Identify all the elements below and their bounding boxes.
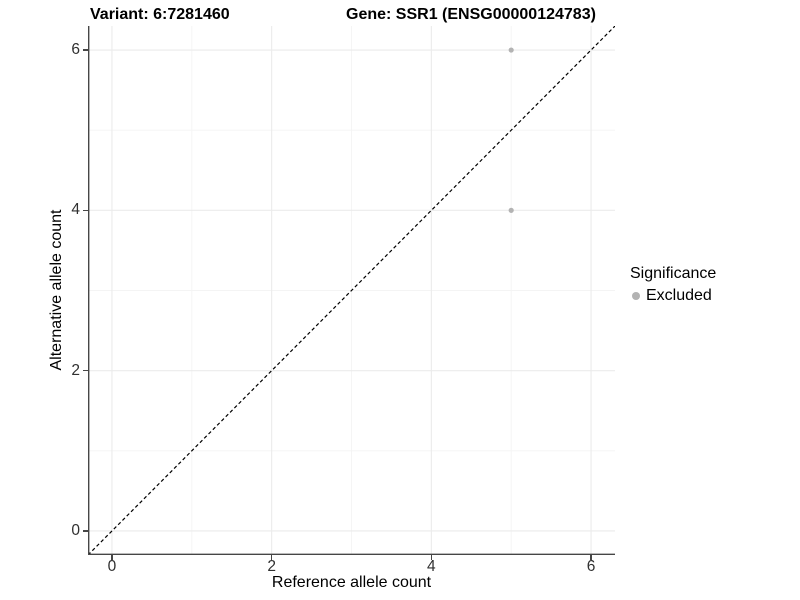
x-axis-title: Reference allele count (271, 574, 432, 591)
legend-entry: Excluded (630, 286, 716, 305)
x-tick-label: 4 (427, 558, 436, 575)
legend-entry-label: Excluded (646, 287, 712, 304)
x-tick-label: 0 (107, 558, 117, 575)
gene-title: Gene: SSR1 (ENSG00000124783) (346, 6, 596, 23)
y-axis-title: Alternative allele count (48, 209, 65, 371)
plot-panel (88, 26, 615, 555)
y-tick-mark (83, 49, 88, 51)
x-tick-label: 6 (586, 558, 596, 575)
x-tick-label: 2 (267, 558, 276, 575)
x-tick-mark (111, 555, 113, 560)
y-tick-mark (83, 530, 88, 532)
y-tick-label: 0 (71, 521, 80, 539)
variant-title: Variant: 6:7281460 (90, 6, 230, 23)
x-tick-mark (430, 555, 432, 560)
legend-title: Significance (630, 265, 717, 282)
identity-line (88, 26, 615, 555)
y-tick-mark (83, 370, 88, 372)
data-point (508, 47, 514, 53)
y-tick-label: 2 (71, 361, 80, 379)
legend-dot-icon (632, 291, 640, 300)
x-tick-mark (590, 555, 592, 560)
data-point (508, 207, 514, 213)
legend: Significance Excluded (630, 264, 716, 305)
x-tick-mark (271, 555, 273, 560)
y-tick-mark (83, 209, 88, 211)
plot-svg (88, 26, 615, 555)
y-tick-label: 4 (71, 201, 80, 219)
y-tick-label: 6 (71, 41, 80, 59)
